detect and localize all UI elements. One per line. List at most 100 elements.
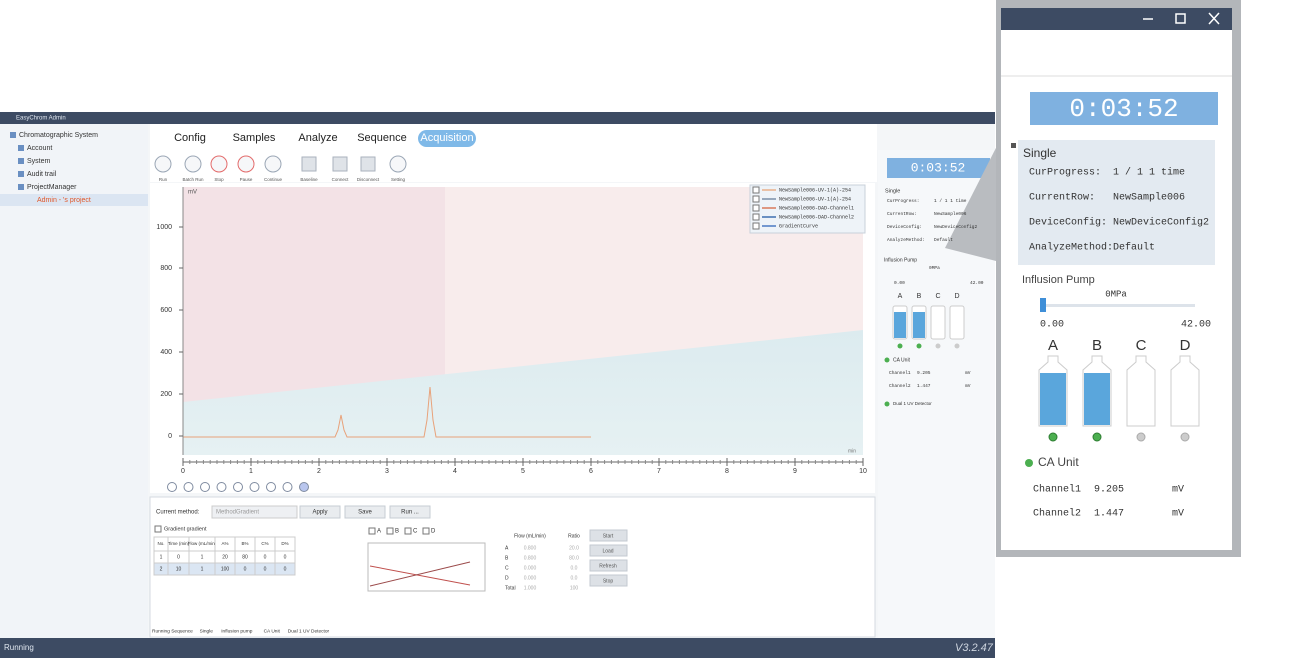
button[interactable] bbox=[589, 529, 628, 542]
legend-checkbox[interactable] bbox=[752, 186, 760, 194]
field-value: NewDeviceConfig2 bbox=[934, 224, 978, 230]
close-button[interactable] bbox=[1208, 12, 1220, 25]
legend-checkbox[interactable] bbox=[752, 195, 760, 203]
button[interactable] bbox=[589, 574, 628, 587]
flow-header: Ratio bbox=[568, 533, 580, 539]
active-tab[interactable] bbox=[418, 130, 476, 147]
bottle-label: B bbox=[917, 293, 922, 300]
bottle bbox=[1170, 355, 1200, 427]
nav-tab[interactable]: Samples bbox=[233, 132, 276, 144]
title-bar bbox=[0, 112, 995, 124]
zoom-tool[interactable] bbox=[233, 482, 243, 492]
x-tick-label: 2 bbox=[317, 468, 321, 475]
pump-title: Influsion Pump bbox=[1022, 274, 1095, 286]
bottom-tab[interactable]: CA Unit bbox=[264, 628, 281, 634]
ca-title: CA Unit bbox=[893, 357, 911, 363]
toolbar-button[interactable] bbox=[154, 155, 172, 173]
bottom-tab[interactable]: Influsion pump bbox=[221, 628, 253, 634]
checkbox[interactable] bbox=[386, 527, 394, 535]
channel-text: mV bbox=[1172, 509, 1184, 520]
table-header: D% bbox=[281, 541, 288, 546]
zoom-tool[interactable] bbox=[167, 482, 177, 492]
mode: Single bbox=[885, 188, 900, 194]
pressure-slider[interactable] bbox=[1040, 304, 1195, 307]
restore-button[interactable] bbox=[1175, 13, 1186, 24]
nav-tab[interactable]: Config bbox=[174, 132, 206, 144]
toolbar-label: Batch Run bbox=[182, 177, 204, 182]
toolbar-label: Baseline bbox=[300, 177, 318, 182]
selected-row[interactable] bbox=[0, 194, 148, 206]
toolbar-button[interactable] bbox=[360, 156, 376, 172]
sidebar bbox=[0, 124, 148, 638]
channel-text: Channel1 bbox=[889, 370, 911, 376]
toolbar-button[interactable] bbox=[389, 155, 407, 173]
nav-tab[interactable]: Analyze bbox=[298, 132, 337, 144]
bottle-status bbox=[954, 343, 960, 349]
toolbar-button[interactable] bbox=[332, 156, 348, 172]
zoom-tool[interactable] bbox=[216, 482, 227, 492]
checkbox[interactable] bbox=[404, 527, 412, 535]
timer: 0:03:52 bbox=[1069, 94, 1178, 124]
nav-tab[interactable]: Sequence bbox=[357, 132, 407, 144]
toolbar-button[interactable] bbox=[301, 156, 317, 172]
bottom-tab[interactable]: Single bbox=[200, 628, 214, 634]
toolbar-button[interactable] bbox=[210, 155, 228, 173]
zoom-tool[interactable] bbox=[183, 482, 194, 492]
legend-checkbox[interactable] bbox=[752, 213, 760, 221]
zoom-tool[interactable] bbox=[266, 482, 276, 492]
button[interactable] bbox=[589, 559, 628, 572]
slider-thumb[interactable] bbox=[1040, 298, 1046, 312]
bottle bbox=[949, 305, 965, 340]
zoom-tool[interactable] bbox=[200, 482, 210, 492]
bottle-level bbox=[1084, 373, 1110, 425]
toolbar-label: Stop bbox=[214, 177, 224, 182]
toolbar-button[interactable] bbox=[264, 155, 282, 173]
method-field[interactable] bbox=[211, 505, 298, 519]
bottom-tab[interactable]: Dual 1 UV Detector bbox=[288, 628, 330, 634]
field-label: CurProgress: bbox=[887, 198, 919, 204]
channel-text: 9.205 bbox=[1094, 485, 1124, 496]
field-label: AnalyzeMethod: bbox=[887, 237, 925, 243]
timer-box bbox=[887, 158, 990, 178]
y-unit: mV bbox=[188, 190, 197, 196]
bottle-status bbox=[916, 343, 922, 349]
toolbar-button[interactable] bbox=[237, 155, 255, 173]
legend-checkbox[interactable] bbox=[752, 204, 760, 212]
bottom-tab[interactable]: Running Sequence bbox=[152, 628, 193, 634]
signal-trace bbox=[183, 386, 591, 438]
button-label: Stop bbox=[603, 578, 614, 584]
range-max: 42.00 bbox=[970, 280, 984, 286]
bottle-level bbox=[1040, 373, 1066, 425]
field-value: NewSample006 bbox=[934, 211, 967, 217]
y-tick-label: 600 bbox=[160, 307, 172, 314]
button[interactable] bbox=[299, 505, 341, 519]
y-tick-label: 400 bbox=[160, 349, 172, 356]
pump-title: Influsion Pump bbox=[884, 257, 917, 263]
toolbar-button[interactable] bbox=[184, 155, 202, 173]
zoom-tool[interactable] bbox=[299, 482, 309, 492]
button[interactable] bbox=[589, 544, 628, 557]
legend-checkbox[interactable] bbox=[752, 222, 760, 230]
zoom-tool[interactable] bbox=[282, 482, 293, 492]
tree-icon bbox=[18, 184, 24, 190]
bottle bbox=[930, 305, 946, 340]
legend-label: GradientCurve bbox=[779, 223, 818, 229]
table-header: No. bbox=[157, 541, 164, 546]
nav-tab[interactable]: Acquisition bbox=[420, 132, 473, 144]
channel-label: A bbox=[377, 529, 381, 535]
status-dot bbox=[884, 357, 890, 363]
pressure: 0MPa bbox=[1105, 289, 1127, 299]
range-max: 42.00 bbox=[1181, 320, 1211, 331]
checkbox[interactable] bbox=[422, 527, 430, 535]
checkbox[interactable] bbox=[154, 525, 162, 533]
y-tick-label: 0 bbox=[168, 433, 172, 440]
y-tick-label: 200 bbox=[160, 391, 172, 398]
checkbox-label: Gradient gradient bbox=[164, 526, 207, 532]
checkbox[interactable] bbox=[368, 527, 376, 535]
flow-cell: 0.000 bbox=[524, 575, 537, 581]
zoom-tool[interactable] bbox=[249, 482, 260, 492]
button[interactable] bbox=[344, 505, 386, 519]
button[interactable] bbox=[389, 505, 431, 519]
table-header: Flow (mL/min) bbox=[188, 541, 217, 546]
flow-cell: 0.000 bbox=[524, 565, 537, 571]
